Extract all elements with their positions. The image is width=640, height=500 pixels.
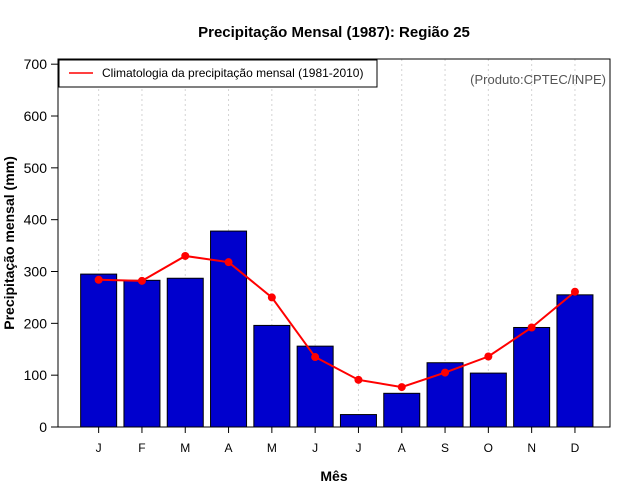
climatology-point-2 xyxy=(137,276,146,285)
x-tick-label-2: F xyxy=(138,441,145,455)
bar-11 xyxy=(513,326,551,428)
y-axis: 0 100 200 300 400 500 600 700 xyxy=(24,56,58,435)
credit-text: (Produto:CPTEC/INPE) xyxy=(470,72,606,87)
bar-12 xyxy=(556,294,594,428)
bar-1 xyxy=(80,273,118,428)
climatology-point-8 xyxy=(397,383,406,392)
climatology-point-10 xyxy=(484,352,493,361)
climatology-point-5 xyxy=(267,293,276,302)
bar-3 xyxy=(166,277,204,428)
x-tick-label-1: J xyxy=(96,441,102,455)
y-tick-label-0: 0 xyxy=(39,419,47,435)
bar-2 xyxy=(123,279,161,428)
y-tick-label-700: 700 xyxy=(24,56,48,72)
y-tick-label-600: 600 xyxy=(24,108,48,124)
climatology-point-9 xyxy=(441,368,450,377)
x-tick-label-4: A xyxy=(225,441,233,455)
legend: Climatologia da precipitação mensal (198… xyxy=(58,59,378,88)
x-tick-label-6: J xyxy=(312,441,318,455)
climatology-point-1 xyxy=(94,275,103,284)
bar-7 xyxy=(339,414,377,428)
climatology-point-11 xyxy=(527,323,536,332)
y-axis-label: Precipitação mensal (mm) xyxy=(1,156,17,330)
x-tick-label-12: D xyxy=(571,441,580,455)
x-tick-label-9: S xyxy=(441,441,449,455)
y-tick-label-200: 200 xyxy=(24,315,48,331)
x-tick-label-5: M xyxy=(267,441,277,455)
climatology-point-12 xyxy=(570,287,579,296)
climatology-polyline xyxy=(98,254,576,389)
bars xyxy=(80,230,594,428)
climatology-point-4 xyxy=(224,258,233,267)
x-tick-label-11: N xyxy=(527,441,536,455)
bar-10 xyxy=(469,372,507,428)
climatology-line xyxy=(94,251,579,392)
x-tick-label-7: J xyxy=(355,441,361,455)
climatology-point-3 xyxy=(181,251,190,260)
climatology-point-6 xyxy=(311,353,320,362)
y-tick-label-400: 400 xyxy=(24,212,48,228)
bar-5 xyxy=(253,324,291,428)
x-axis-label: Mês xyxy=(320,468,347,484)
legend-label: Climatologia da precipitação mensal (198… xyxy=(102,66,363,80)
climatology-point-7 xyxy=(354,375,363,384)
plot-frame xyxy=(57,58,611,428)
x-tick-label-8: A xyxy=(398,441,406,455)
y-tick-label-100: 100 xyxy=(24,367,48,383)
x-tick-label-3: M xyxy=(180,441,190,455)
legend-box xyxy=(58,59,378,88)
y-tick-label-500: 500 xyxy=(24,160,48,176)
y-tick-label-300: 300 xyxy=(24,264,48,280)
bar-8 xyxy=(383,392,421,428)
x-tick-label-10: O xyxy=(484,441,493,455)
chart-title: Precipitação Mensal (1987): Região 25 xyxy=(198,24,470,41)
